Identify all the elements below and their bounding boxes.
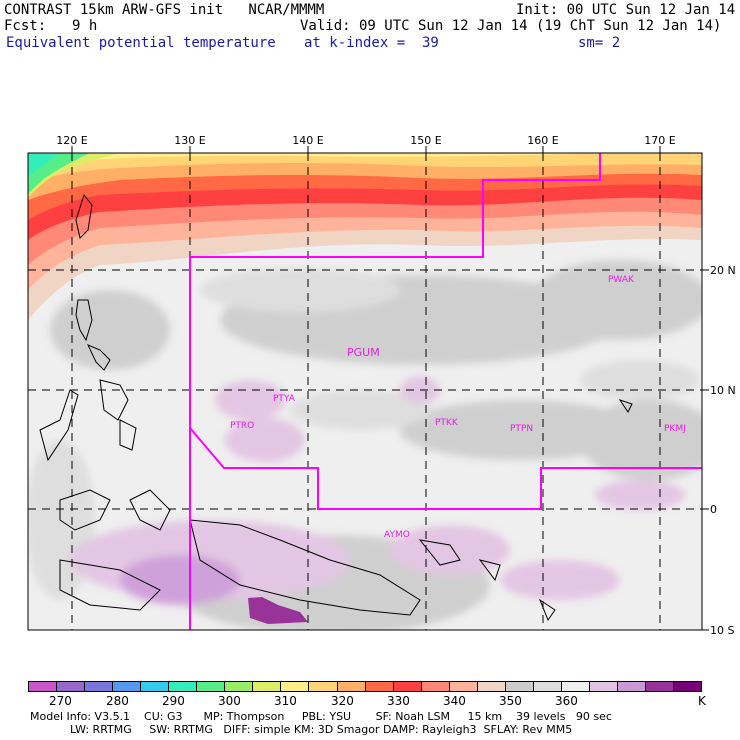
lon-label: 120 E (56, 134, 87, 147)
theta-e-field (28, 153, 702, 630)
lon-label: 140 E (292, 134, 323, 147)
lat-label: 20 N (710, 264, 736, 277)
colorbar-label: 350 (499, 694, 522, 708)
model-info-line2: LW: RRTMG SW: RRTMG DIFF: simple KM: 3D … (70, 723, 573, 736)
colorbar-unit: K (698, 694, 706, 708)
colorbar-swatch (57, 682, 86, 691)
colorbar-swatch (253, 682, 282, 691)
lat-label: 0 (710, 503, 717, 516)
field-name: Equivalent potential temperature (6, 35, 276, 51)
colorbar-swatch (141, 682, 170, 691)
smoothing: sm= 2 (578, 35, 621, 51)
colorbar-label: 290 (162, 694, 185, 708)
lon-label: 150 E (410, 134, 441, 147)
station-label: PWAK (608, 275, 635, 285)
colorbar-swatch (393, 682, 422, 691)
colorbar-swatch (505, 682, 534, 691)
colorbar-swatch (421, 682, 450, 691)
colorbar-swatch (113, 682, 142, 691)
colorbar-swatch (533, 682, 562, 691)
colorbar-label: 280 (106, 694, 129, 708)
lon-label: 130 E (174, 134, 205, 147)
colorbar-swatch (561, 682, 590, 691)
colorbar-label: 340 (443, 694, 466, 708)
station-label: PKMJ (664, 424, 686, 434)
axis-ticks (71, 146, 709, 631)
colorbar (28, 681, 702, 692)
colorbar-label: 300 (218, 694, 241, 708)
map-frame (27, 152, 703, 631)
colorbar-label: 320 (331, 694, 354, 708)
forecast-label: Fcst: (4, 18, 47, 34)
colorbar-label: 270 (49, 694, 72, 708)
station-label: PTKK (435, 418, 459, 428)
colorbar-swatch (281, 682, 310, 691)
colorbar-swatch (365, 682, 394, 691)
colorbar-swatch (85, 682, 114, 691)
colorbar-swatch (477, 682, 506, 691)
colorbar-swatch (646, 682, 675, 691)
model-title: CONTRAST 15km ARW-GFS init NCAR/MMMM (4, 2, 325, 18)
model-info-line1: Model Info: V3.5.1 CU: G3 MP: Thompson P… (30, 710, 612, 723)
colorbar-swatch (169, 682, 198, 691)
lat-label: 10 S (710, 624, 734, 637)
station-label: PGUM (347, 346, 380, 359)
colorbar-label: 360 (555, 694, 578, 708)
forecast-hour: 9 h (72, 18, 98, 34)
colorbar-swatch (589, 682, 618, 691)
level-index: at k-index = 39 (304, 35, 439, 51)
lat-label: 10 N (710, 384, 736, 397)
station-label: PTRO (230, 421, 254, 431)
colorbar-swatch (674, 682, 702, 691)
lon-label: 170 E (644, 134, 675, 147)
colorbar-swatch (197, 682, 226, 691)
valid-time: Valid: 09 UTC Sun 12 Jan 14 (19 ChT Sun … (300, 18, 722, 34)
colorbar-swatch (337, 682, 366, 691)
colorbar-swatch (617, 682, 647, 691)
colorbar-swatch (29, 682, 58, 691)
lon-label: 160 E (527, 134, 558, 147)
colorbar-swatch (225, 682, 254, 691)
colorbar-swatch (309, 682, 338, 691)
colorbar-label: 310 (274, 694, 297, 708)
colorbar-label: 330 (387, 694, 410, 708)
init-time: Init: 00 UTC Sun 12 Jan 14 (516, 2, 736, 18)
station-label: AYMO (384, 530, 410, 540)
colorbar-swatch (449, 682, 478, 691)
station-label: PTPN (510, 424, 533, 434)
station-label: PTYA (273, 394, 296, 404)
